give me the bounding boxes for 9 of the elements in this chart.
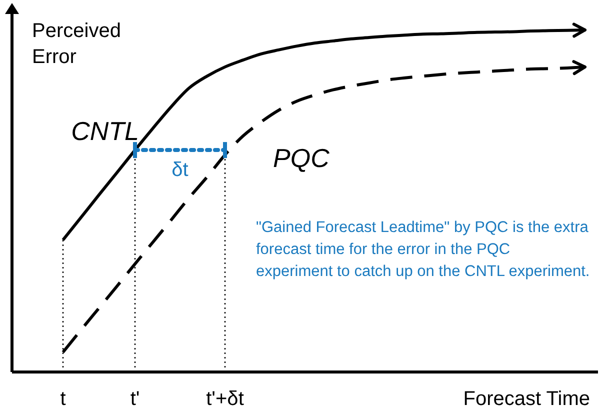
x-axis-title: Forecast Time [463, 388, 590, 410]
series-label: CNTL [71, 116, 139, 146]
y-axis-title: Perceived Error [32, 20, 121, 68]
annotation: δt [172, 159, 189, 182]
x-tick-label: t [60, 388, 66, 410]
x-tick-label: t'+δt [206, 388, 244, 410]
annotation: "Gained Forecast Leadtime" by PQC is the extra forecast time for the error in the PQC experiment to catch up on the CNTL experiment. [256, 219, 590, 280]
x-tick-label: t' [130, 388, 140, 410]
series-label: PQC [273, 142, 330, 173]
